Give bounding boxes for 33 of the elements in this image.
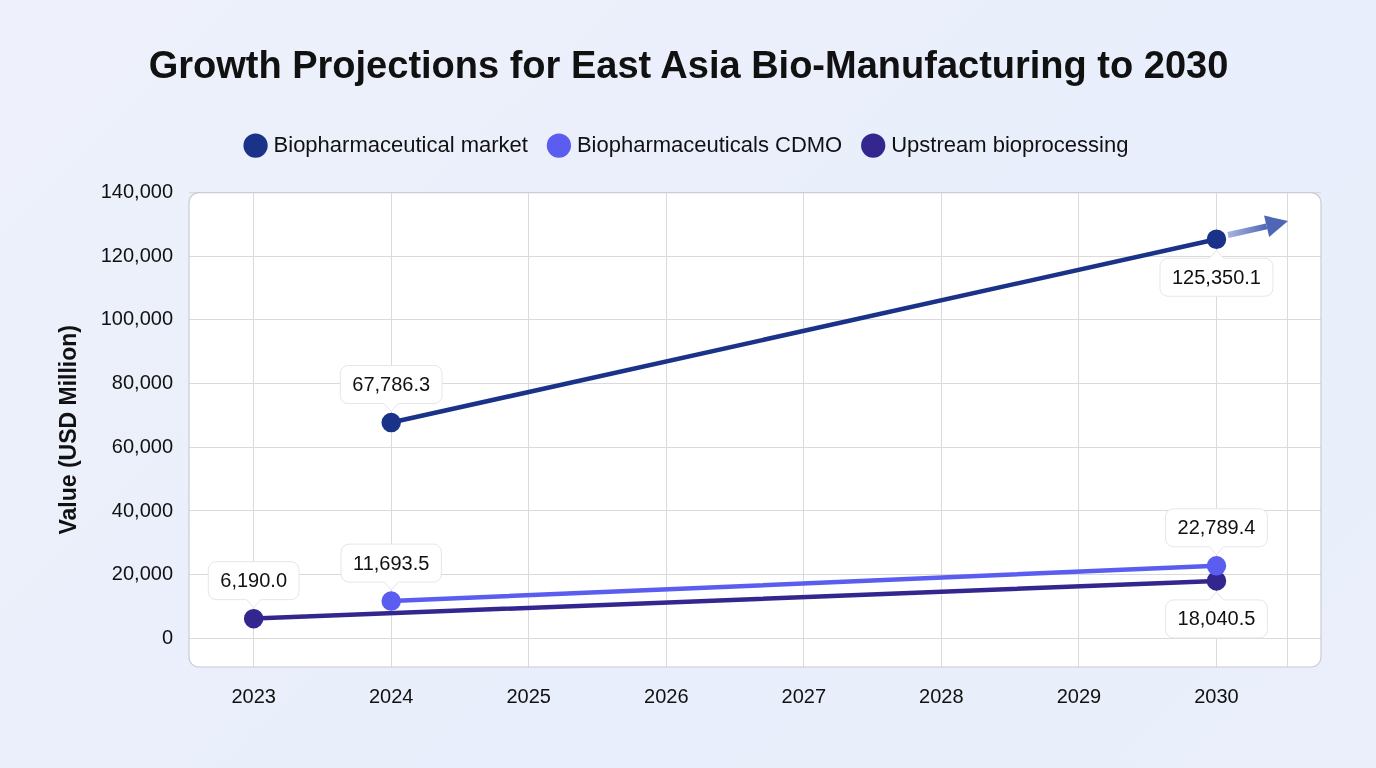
legend-label: Upstream bioprocessing xyxy=(891,131,1129,157)
x-tick-label: 2027 xyxy=(781,684,827,707)
data-label: 11,693.5 xyxy=(353,551,430,574)
x-tick-label: 2024 xyxy=(368,684,414,707)
chart-title: Growth Projections for East Asia Bio-Manufacturing to 2030 xyxy=(148,44,1229,87)
y-tick-label: 20,000 xyxy=(111,562,173,585)
legend-label: Biopharmaceuticals CDMO xyxy=(576,131,843,157)
x-tick-label: 2028 xyxy=(919,684,964,707)
y-tick-label: 80,000 xyxy=(111,371,173,394)
x-tick-label: 2023 xyxy=(231,684,276,707)
x-tick-label: 2025 xyxy=(506,684,551,707)
point xyxy=(1206,571,1227,591)
y-tick-label: 140,000 xyxy=(100,180,173,203)
y-tick-label: 120,000 xyxy=(100,243,173,266)
point xyxy=(381,412,401,433)
point xyxy=(243,608,264,629)
point xyxy=(381,591,401,611)
data-label: 67,786.3 xyxy=(352,373,431,396)
y-tick-label: 40,000 xyxy=(111,498,173,521)
data-label: 125,350.1 xyxy=(1171,265,1261,288)
x-tick-label: 2026 xyxy=(644,684,689,707)
x-tick-label: 2029 xyxy=(1056,684,1102,707)
y-tick-label: 0 xyxy=(161,625,173,648)
y-tick-label: 60,000 xyxy=(111,434,173,457)
y-tick-label: 100,000 xyxy=(100,307,173,330)
point xyxy=(1206,229,1227,249)
data-label: 22,789.4 xyxy=(1177,516,1256,539)
y-axis-title: Value (USD Million) xyxy=(55,325,82,535)
legend-label: Biopharmaceutical market xyxy=(273,131,528,157)
data-label: 6,190.0 xyxy=(220,569,288,592)
data-label: 18,040.5 xyxy=(1177,607,1256,630)
x-tick-label: 2030 xyxy=(1194,684,1239,707)
point xyxy=(1206,556,1227,576)
